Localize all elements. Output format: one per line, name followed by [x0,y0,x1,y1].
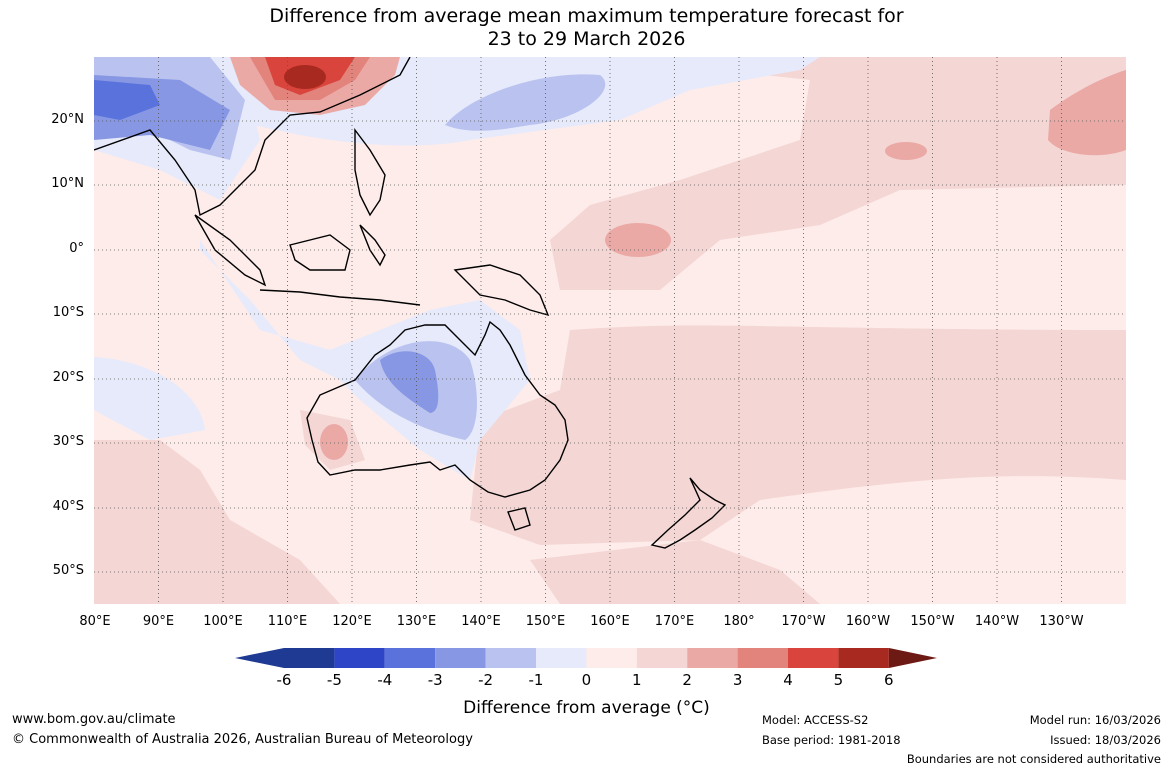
lon-label: 160°W [845,614,891,629]
lon-label: 90°E [142,614,175,629]
colorbar-swatch [334,648,385,668]
colorbar-swatch [687,648,738,668]
field-2-to-3-ne-pacific [1048,70,1126,156]
base-period-text: Base period: 1981-2018 [762,733,901,747]
colorbar-tick: -3 [427,671,443,689]
lat-label: 20°N [51,112,84,127]
field-1-to-2-north-pacific [550,57,1126,290]
graticule [94,57,1126,604]
field-1-to-2-south-pacific [470,325,1126,545]
field-2-to-3-hawaii [885,142,927,160]
colorbar-tick: -6 [276,671,292,689]
colorbar-tick: -5 [326,671,342,689]
colorbar-tick: 0 [581,671,592,689]
borneo-coastline [289,234,351,271]
lon-label: 130°W [1039,614,1084,629]
lon-label: 150°E [525,614,566,629]
field-minus4-to-minus3-asia [94,80,160,120]
copyright-text: © Commonwealth of Australia 2026, Austra… [12,732,473,747]
lon-label: 80°E [79,614,111,629]
field-minus1-to-0-maritime-continent [200,57,820,480]
tasmania-coastline [507,507,531,531]
colorbar-extend-high [888,648,937,668]
lat-label: 0° [69,241,84,256]
colorbar-tick: 3 [732,671,743,689]
colorbar-swatch [737,648,788,668]
colorbar-extend-low [235,648,284,668]
colorbar-tick: 2 [682,671,692,689]
lon-label: 140°W [974,614,1020,629]
lat-label: 10°S [52,305,84,320]
lat-label: 40°S [52,499,84,514]
lon-label: 130°E [396,614,437,629]
lon-label: 170°W [781,614,826,629]
colorbar-tick: 4 [783,671,793,689]
colorbar-tick: -1 [528,671,544,689]
anomaly-field [94,57,1126,604]
coastlines [94,57,727,549]
colorbar-tick: 5 [833,671,844,689]
colorbar-tick: 6 [884,671,894,689]
field-minus2-to-minus1-philippine-sea [445,74,606,131]
colorbar-swatch [636,648,688,668]
chart-title-line-2: 23 to 29 March 2026 [487,28,686,50]
java-lesser-sunda-coastline [259,289,421,306]
lon-label: 110°E [267,614,308,629]
colorbar-swatch [384,648,436,668]
lat-label: 20°S [52,370,84,385]
lat-label: 50°S [52,563,84,578]
new-guinea-coastline [453,264,550,317]
website-link[interactable]: www.bom.gov.au/climate [12,712,176,727]
sulawesi-coastline [359,224,386,267]
lat-label: 10°N [51,176,84,191]
field-2-to-3-wa [320,424,348,460]
new-zealand-coastline [650,477,727,549]
colorbar-swatch [838,648,889,668]
colorbar-tick: 1 [632,671,642,689]
colorbar-swatch [485,648,536,668]
lon-label: 160°E [590,614,630,629]
colorbar-swatch [536,648,587,668]
colorbar-label: Difference from average (°C) [463,698,710,718]
philippines-coastline [354,127,386,217]
lon-label: 150°W [910,614,955,629]
colorbar-swatch [284,648,335,668]
field-1-to-2-southern-ocean [94,440,340,604]
model-text: Model: ACCESS-S2 [762,713,869,727]
lon-label: 120°E [332,614,372,629]
colorbar-swatch [788,648,839,668]
issued-text: Issued: 18/03/2026 [1050,733,1161,747]
colorbar [235,648,937,668]
lon-label: 170°E [654,614,695,629]
disclaimer-text: Boundaries are not considered authoritat… [906,752,1161,766]
chart-title-line-1: Difference from average mean maximum tem… [269,5,904,27]
field-minus3-to-minus2-australia [380,351,439,413]
field-minus1-to-0-indian-ocean [94,357,205,440]
colorbar-tick: -4 [377,671,393,689]
field-2-to-3-equator [605,223,671,257]
lat-label: 30°S [52,434,84,449]
model-run-text: Model run: 16/03/2026 [1029,713,1161,727]
colorbar-tick: -2 [478,671,494,689]
colorbar-swatch [435,648,486,668]
asia-coastline [94,57,411,217]
australia-coastline [306,320,569,498]
field-5-to-6-china [284,65,326,89]
lon-label: 140°E [461,614,501,629]
colorbar-swatch [586,648,637,668]
lon-label: 100°E [203,614,243,629]
lon-label: 180° [723,614,755,629]
